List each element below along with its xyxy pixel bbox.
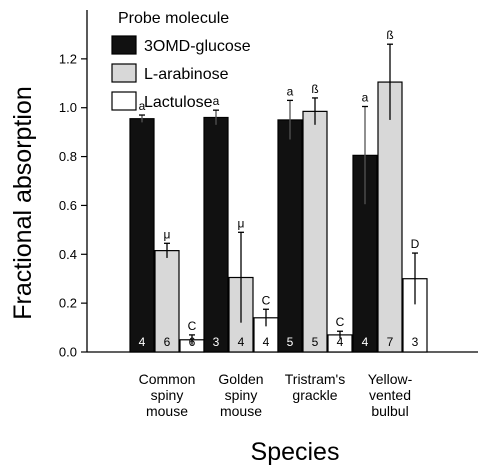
category-label: Yellow-vented bulbul (368, 371, 413, 419)
bar-3omd-glucose-1 (129, 118, 155, 353)
significance-label: a (213, 94, 220, 108)
legend-label: L-arabinose (144, 66, 229, 83)
significance-label: a (362, 90, 369, 104)
y-tick-label: 1.0 (59, 100, 77, 115)
bars: a 4 μ 6 C 6 a 3 μ 4 C 4 a 5 ß 5 C 4 a 4 ß 7 D 3 (129, 28, 428, 353)
sample-size-label: 5 (312, 335, 319, 349)
sample-size-label: 3 (412, 335, 419, 349)
sample-size-label: 6 (189, 335, 196, 349)
y-tick-label: 1.2 (59, 51, 77, 66)
category-label: Golden spiny mouse (218, 371, 263, 419)
sample-size-label: 4 (238, 335, 245, 349)
significance-label: μ (164, 227, 171, 241)
bar-3omd-glucose-2 (203, 116, 229, 353)
legend-label: Lactulose (144, 94, 213, 111)
axes: 0.0 0.2 0.4 0.6 0.8 1.0 1.2 Fractional absorpti… (9, 10, 478, 466)
bar-3omd-glucose-3 (277, 119, 303, 353)
significance-label: C (262, 293, 271, 307)
sample-size-label: 4 (139, 335, 146, 349)
significance-label: D (411, 237, 420, 251)
significance-label: ß (311, 82, 318, 96)
significance-label: C (188, 319, 197, 333)
bar-l-arabinose-4 (377, 81, 403, 353)
y-axis-title: Fractional absorption (9, 86, 37, 319)
legend-label: 3OMD-glucose (144, 38, 251, 55)
sample-size-label: 4 (263, 335, 270, 349)
sample-size-label: 4 (362, 335, 369, 349)
sample-size-label: 4 (337, 335, 344, 349)
category-label: Common spiny mouse (139, 371, 196, 419)
significance-label: ß (386, 28, 393, 42)
legend-title: Probe molecule (118, 10, 229, 27)
bar-3omd-glucose-4 (352, 154, 378, 353)
category-label: Tristram's grackle (285, 371, 345, 403)
significance-label: μ (238, 216, 245, 230)
legend-swatch (111, 63, 137, 83)
significance-label: a (139, 99, 146, 113)
legend-swatch (111, 91, 137, 111)
significance-label: C (336, 315, 345, 329)
y-tick-label: 0.2 (59, 296, 77, 311)
sample-size-label: 3 (213, 335, 220, 349)
y-tick-label: 0.4 (59, 247, 77, 262)
x-axis-title: Species (251, 438, 340, 466)
legend: Probe molecule 3OMD-glucose L-arabinose Lac… (111, 10, 251, 111)
y-tick-label: 0.8 (59, 149, 77, 164)
y-tick-label: 0.6 (59, 198, 77, 213)
y-tick-label: 0.0 (59, 345, 77, 360)
sample-size-label: 5 (287, 335, 294, 349)
significance-label: a (287, 84, 294, 98)
legend-swatch (111, 35, 137, 55)
sample-size-label: 6 (164, 335, 171, 349)
sample-size-label: 7 (387, 335, 394, 349)
bar-l-arabinose-1 (154, 250, 180, 353)
bar-l-arabinose-3 (302, 110, 328, 353)
